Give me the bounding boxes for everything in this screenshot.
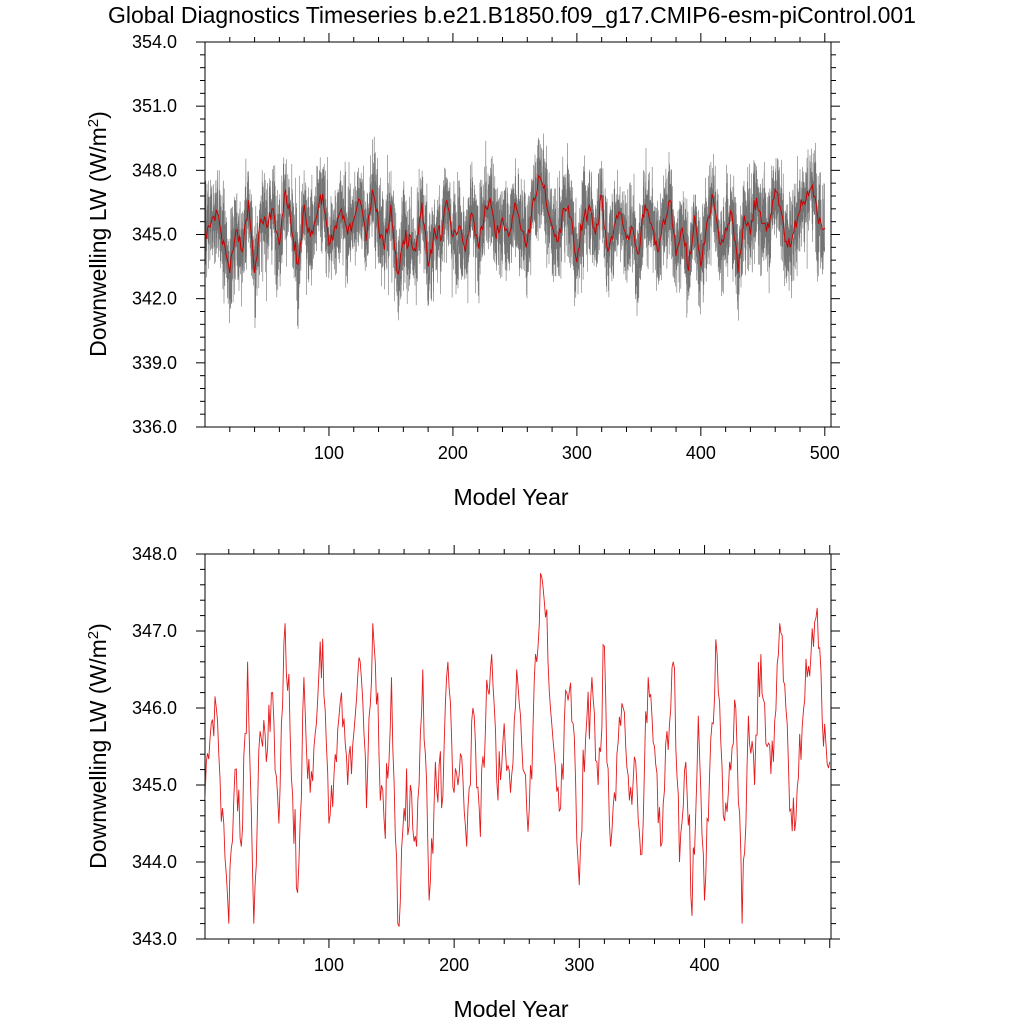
y-tick-label: 351.0 bbox=[132, 96, 177, 116]
y-axis-label-superscript: 2 bbox=[85, 119, 102, 127]
plot-frame bbox=[204, 553, 832, 940]
top-panel: 336.0 339.0 342.0 345.0 348.0 351.0 354.0 100 20… bbox=[85, 32, 840, 510]
ticks-layer: 343.0 344.0 345.0 346.0 347.0 348.0 100 200 300 4… bbox=[132, 544, 840, 975]
figure-title: Global Diagnostics Timeseries b.e21.B185… bbox=[108, 2, 916, 28]
y-tick-label: 348.0 bbox=[132, 160, 177, 180]
y-axis-label: Downwelling LW (W/m2) bbox=[85, 111, 111, 357]
y-axis-label: Downwelling LW (W/m2) bbox=[85, 623, 111, 869]
x-tick-label: 100 bbox=[314, 955, 344, 975]
series-layer bbox=[205, 133, 826, 329]
x-tick-label: 200 bbox=[439, 955, 469, 975]
x-tick-label: 400 bbox=[686, 443, 716, 463]
annual-mean-line bbox=[205, 174, 826, 275]
monthly-series-line bbox=[205, 133, 825, 329]
x-tick-label: 200 bbox=[438, 443, 468, 463]
y-axis-label-superscript: 2 bbox=[85, 631, 102, 639]
y-tick-label: 339.0 bbox=[132, 353, 177, 373]
y-tick-label: 345.0 bbox=[132, 225, 177, 245]
bottom-panel: 343.0 344.0 345.0 346.0 347.0 348.0 100 200 300 4… bbox=[85, 544, 840, 1022]
y-tick-label: 344.0 bbox=[132, 852, 177, 872]
y-axis-label-main: Downwelling LW (W/m bbox=[85, 639, 111, 869]
ticks-layer: 336.0 339.0 342.0 345.0 348.0 351.0 354.0 100 20… bbox=[132, 32, 840, 463]
x-tick-label: 300 bbox=[562, 443, 592, 463]
y-axis-label-main: Downwelling LW (W/m bbox=[85, 127, 111, 357]
x-tick-label: 500 bbox=[810, 443, 840, 463]
x-axis-label: Model Year bbox=[453, 996, 568, 1022]
x-tick-label: 300 bbox=[564, 955, 594, 975]
annual-mean-line bbox=[205, 573, 831, 927]
y-axis-label-end: ) bbox=[85, 623, 111, 631]
y-tick-label: 342.0 bbox=[132, 289, 177, 309]
y-axis-label-end: ) bbox=[85, 111, 111, 119]
y-tick-label: 348.0 bbox=[132, 544, 177, 564]
y-tick-label: 336.0 bbox=[132, 417, 177, 437]
y-tick-label: 354.0 bbox=[132, 32, 177, 52]
y-tick-label: 343.0 bbox=[132, 929, 177, 949]
y-tick-label: 347.0 bbox=[132, 621, 177, 641]
series-layer bbox=[205, 573, 831, 927]
x-axis-label: Model Year bbox=[453, 484, 568, 510]
x-tick-label: 100 bbox=[314, 443, 344, 463]
y-tick-label: 346.0 bbox=[132, 698, 177, 718]
x-tick-label: 400 bbox=[690, 955, 720, 975]
y-tick-label: 345.0 bbox=[132, 775, 177, 795]
